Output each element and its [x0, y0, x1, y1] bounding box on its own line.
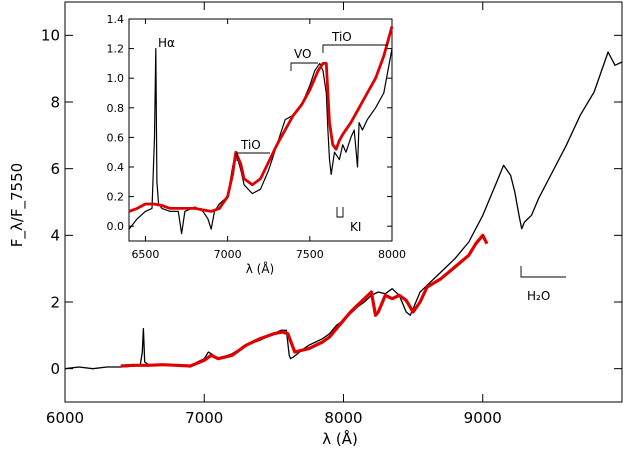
inset-x-tick-label: 7500	[296, 248, 324, 261]
main-y-tick-label: 10	[41, 27, 60, 45]
main-y-tick-label: 0	[50, 360, 60, 378]
inset-x-tick-label: 8000	[378, 248, 406, 261]
tio-bracket-1	[236, 152, 270, 161]
inset-series-group	[128, 26, 394, 235]
main-x-tick-label: 8000	[324, 409, 362, 427]
vo-bracket	[290, 62, 318, 71]
inset-series-black	[128, 47, 393, 235]
tio-bracket-2	[322, 44, 388, 53]
inset-axis-ticks: 6500 7000 7500 8000 0.0 0.2 0.4 0.6 0.8 1.0 1.2 1.4	[107, 13, 407, 261]
inset-y-tick-label: 0.8	[107, 102, 125, 115]
inset-background	[129, 19, 392, 241]
main-x-axis-label: λ (Å)	[322, 429, 358, 448]
main-y-tick-label: 4	[50, 227, 60, 245]
main-x-tick-label: 6000	[46, 409, 84, 427]
inset-series-red	[128, 26, 394, 213]
k-line-label: KI	[350, 220, 361, 234]
h-alpha-label: Hα	[158, 36, 175, 50]
inset-y-tick-label: 0.2	[107, 191, 125, 204]
inset-x-axis-label: λ (Å)	[246, 261, 275, 276]
main-x-tick-label: 7000	[185, 409, 223, 427]
inset-chart: 6500 7000 7500 8000 0.0 0.2 0.4 0.6 0.8 1.0 1.2 1.4…	[107, 13, 407, 276]
main-axis-ticks: 6000 7000 8000 9000 0 2 4 6 8 10	[41, 2, 622, 427]
inset-y-tick-label: 1.2	[107, 43, 125, 56]
inset-x-tick-label: 6500	[131, 248, 159, 261]
inset-y-tick-label: 1.4	[107, 13, 125, 26]
main-chart: 6000 7000 8000 9000 0 2 4 6 8 10 λ (Å) F_λ/F_7550…	[8, 1, 623, 448]
inset-x-tick-label: 7000	[214, 248, 242, 261]
h2o-label: H₂O	[527, 289, 550, 303]
inset-y-tick-label: 1.0	[107, 72, 125, 85]
inset-y-tick-label: 0.4	[107, 161, 125, 174]
inset-plot-frame	[128, 18, 393, 242]
main-series-group	[64, 51, 623, 370]
h2o-band-marker	[520, 266, 566, 278]
tio-label-2: TiO	[331, 30, 352, 44]
tio-label-1: TiO	[240, 138, 261, 152]
main-y-tick-label: 2	[50, 293, 60, 311]
main-series-red	[120, 233, 489, 368]
main-y-tick-label: 8	[50, 93, 60, 111]
main-y-axis-label: F_λ/F_7550	[8, 163, 27, 247]
main-x-tick-label: 9000	[464, 409, 502, 427]
inset-y-tick-label: 0.6	[107, 131, 125, 144]
inset-y-tick-label: 0.0	[107, 220, 125, 233]
k-line-bracket	[336, 207, 344, 218]
main-y-tick-label: 6	[50, 160, 60, 178]
vo-label: VO	[294, 47, 311, 61]
